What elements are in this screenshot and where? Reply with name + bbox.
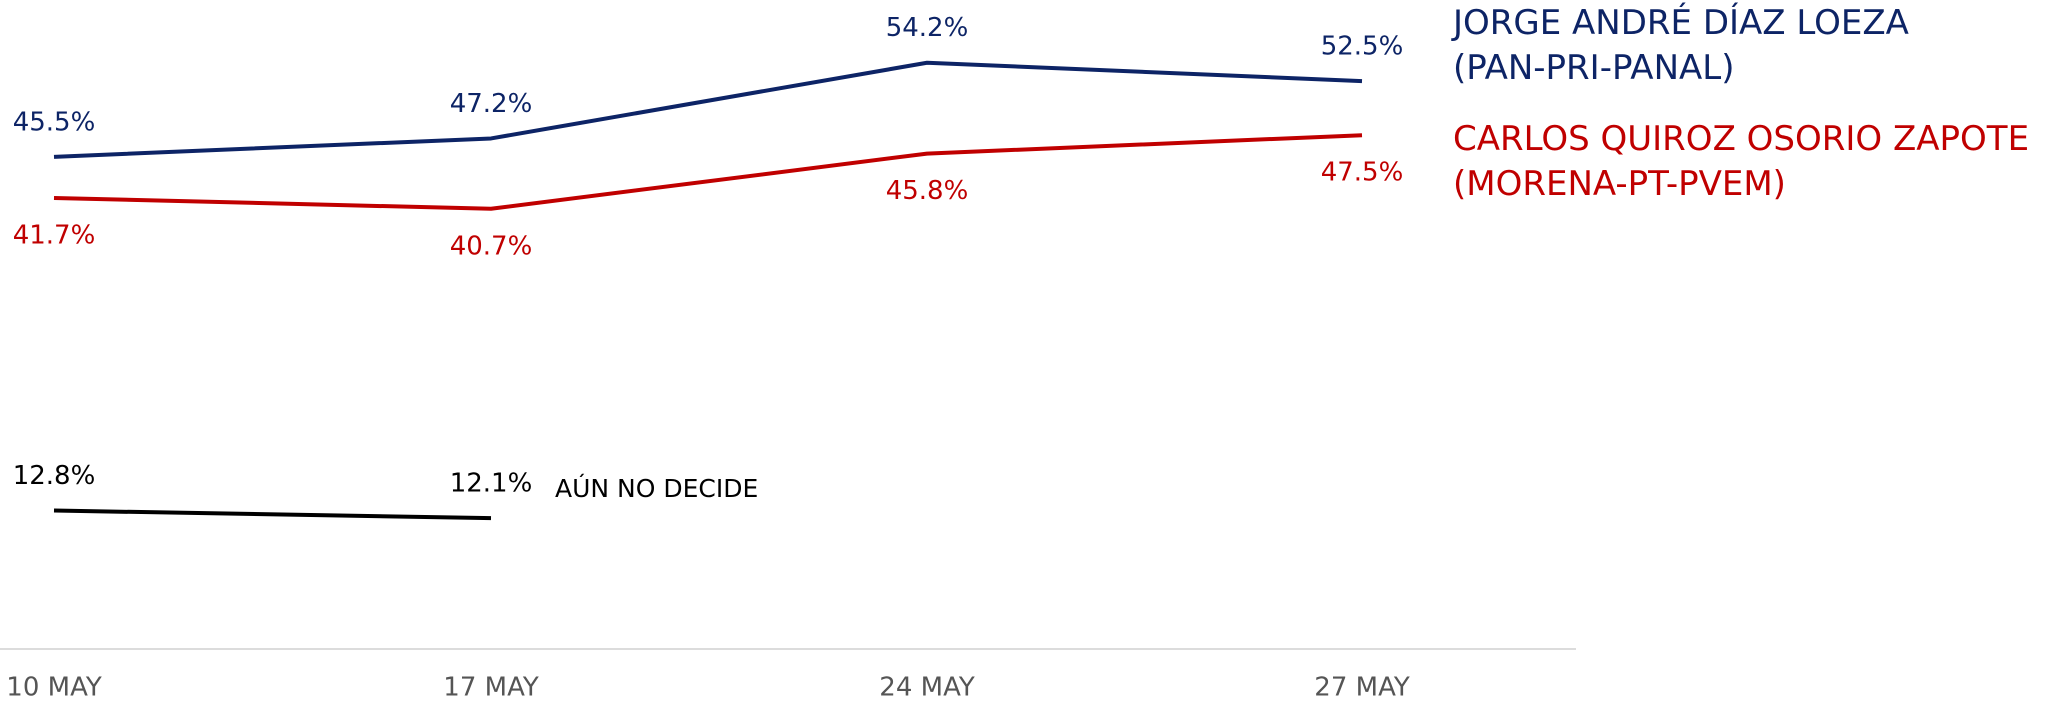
data-label: 54.2%	[886, 13, 969, 43]
data-label: 47.5%	[1321, 158, 1404, 188]
x-tick-label: 10 MAY	[6, 673, 102, 703]
series-line	[53, 133, 1363, 211]
data-label: 52.5%	[1321, 32, 1404, 62]
legend-label: AÚN NO DECIDE	[555, 473, 758, 503]
legend-label: CARLOS QUIROZ OSORIO ZAPOTE (MORENA-PT-PV…	[1453, 119, 2029, 204]
series-line	[53, 60, 1363, 159]
x-tick-label: 17 MAY	[443, 673, 539, 703]
series-line	[53, 508, 492, 521]
data-label: 40.7%	[450, 231, 533, 261]
legend-label: JORGE ANDRÉ DÍAZ LOEZA (PAN-PRI-PANAL)	[1451, 2, 1909, 88]
data-label: 12.1%	[450, 469, 533, 499]
data-label: 47.2%	[450, 89, 533, 119]
x-tick-label: 24 MAY	[879, 673, 975, 703]
x-tick-label: 27 MAY	[1314, 673, 1410, 703]
data-label: 12.8%	[13, 461, 96, 491]
data-label: 45.8%	[886, 176, 969, 206]
data-label: 45.5%	[13, 107, 96, 137]
data-label: 41.7%	[13, 220, 96, 250]
